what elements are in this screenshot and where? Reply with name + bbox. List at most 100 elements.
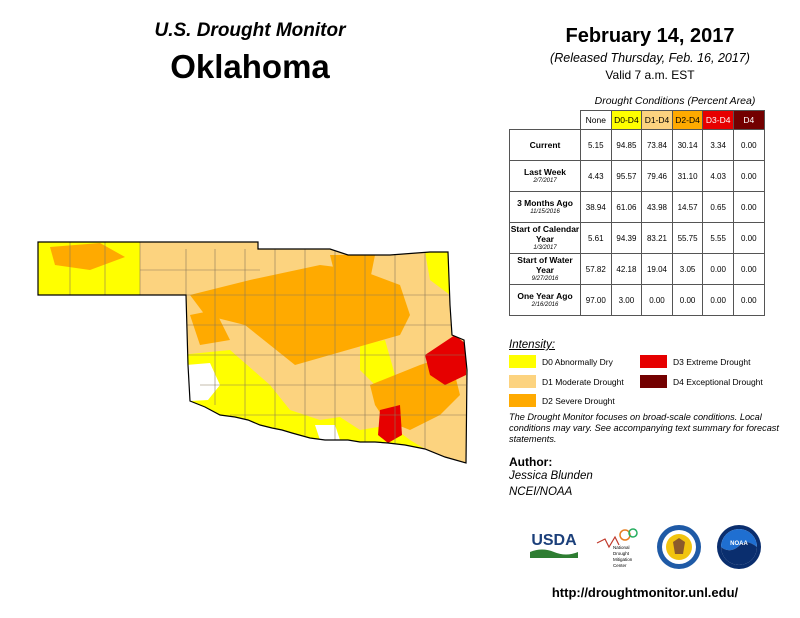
table-cell: 61.06 [610,191,643,223]
release-date: (Released Thursday, Feb. 16, 2017) [550,51,750,65]
table-cell: 79.46 [641,160,673,192]
website-link[interactable]: http://droughtmonitor.unl.edu/ [551,585,739,600]
table-cell: 3.34 [702,129,734,161]
author-label: Author: [509,455,553,469]
legend-title: Intensity: [509,339,556,351]
legend-item-d2: D2 Severe Drought [509,394,615,407]
table-cell: 0.00 [732,253,765,285]
map-date: February 14, 2017 [565,25,735,47]
legend-swatch-d0 [509,355,536,368]
drought-areas [38,242,467,463]
state-outline [37,241,468,464]
legend-swatch-d2 [509,394,536,407]
table-cell: 5.61 [580,222,612,254]
ndmc-text-3: Mitigation [613,557,633,562]
table-cell: 42.18 [610,253,643,285]
table-cell: 14.57 [671,191,704,223]
table-cell: 4.03 [702,160,734,192]
table-cell: 43.98 [641,191,673,223]
table-caption: Drought Conditions (Percent Area) [594,95,756,107]
col-d0-d4: D0-D4 [610,110,643,130]
row-label-date: 11/15/2016 [530,209,560,215]
usda-logo: USDA [530,532,578,558]
table-cell: 94.85 [610,129,643,161]
table-cell: 19.04 [641,253,673,285]
ndmc-text-1: National [613,545,630,550]
author-name: Jessica Blunden [509,470,593,482]
table-row: 3 Months Ago 11/15/2016 38.94 61.06 43.98 14.… [509,191,765,223]
row-label-date: 9/27/2016 [531,276,559,282]
table-cell: 0.00 [702,284,734,316]
table-cell: 57.82 [580,253,612,285]
table-row: Last Week 2/7/2017 4.43 95.57 79.46 31.10 4.03… [509,160,765,192]
row-label-text: Start of Water Year [517,255,573,275]
col-d2-d4: D2-D4 [671,110,704,130]
row-label: Start of Calendar Year 1/3/2017 [509,222,581,254]
table-cell: 0.00 [732,284,765,316]
row-label: 3 Months Ago 11/15/2016 [509,191,581,223]
legend-item-d0: D0 Abnormally Dry [509,355,613,368]
legend-swatch-d4 [640,375,667,388]
row-label-text: One Year Ago [517,291,573,301]
commerce-seal-logo [657,525,701,569]
row-label: Start of Water Year 9/27/2016 [509,253,581,285]
table-cell: 95.57 [610,160,643,192]
legend-swatch-d3 [640,355,667,368]
valid-time: Valid 7 a.m. EST [605,68,695,82]
table-cell: 5.55 [702,222,734,254]
ndmc-text-2: Drought [613,551,630,556]
county-lines [69,242,466,449]
table-cell: 94.39 [610,222,643,254]
table-header-row: None D0-D4 D1-D4 D2-D4 D3-D4 D4 [509,110,765,130]
row-label-date: 2/7/2017 [533,178,557,184]
row-label-date: 2/16/2016 [531,302,559,308]
legend-label-d1: D1 Moderate Drought [542,376,624,387]
legend-label-d2: D2 Severe Drought [542,395,615,406]
noaa-logo-text: NOAA [730,541,748,547]
table-cell: 5.15 [580,129,612,161]
table-cell: 55.75 [671,222,704,254]
table-row: Start of Calendar Year 1/3/2017 5.61 94.39 8… [509,222,765,254]
disclaimer-text: The Drought Monitor focuses on broad-sca… [509,412,779,444]
table-cell: 73.84 [641,129,673,161]
noaa-logo: NOAA [717,525,761,569]
table-cell: 3.05 [671,253,704,285]
ndmc-text-4: Center [613,563,627,568]
row-label-text: 3 Months Ago [517,198,573,208]
table-row: Current 5.15 94.85 73.84 30.14 3.34 0.00 [509,129,765,161]
oklahoma-drought-map [37,241,468,464]
legend-swatch-d1 [509,375,536,388]
table-cell: 0.65 [702,191,734,223]
row-label: One Year Ago 2/16/2016 [509,284,581,316]
legend-item-d1: D1 Moderate Drought [509,375,624,388]
table-cell: 0.00 [732,129,765,161]
table-cell: 4.43 [580,160,612,192]
row-label: Current [509,129,581,161]
table-cell: 0.00 [641,284,673,316]
table-row: One Year Ago 2/16/2016 97.00 3.00 0.00 0.00 0.… [509,284,765,316]
table-row: Start of Water Year 9/27/2016 57.82 42.18 19… [509,253,765,285]
table-corner [509,110,581,130]
col-d4: D4 [732,110,765,130]
legend-label-d3: D3 Extreme Drought [673,356,751,367]
legend-label-d0: D0 Abnormally Dry [542,356,613,367]
state-title: Oklahoma [170,48,330,85]
table-cell: 0.00 [702,253,734,285]
col-d1-d4: D1-D4 [641,110,673,130]
row-label-text: Start of Calendar Year [510,224,580,244]
ndmc-logo: National Drought Mitigation Center [596,528,638,568]
row-label: Last Week 2/7/2017 [509,160,581,192]
drought-conditions-table: None D0-D4 D1-D4 D2-D4 D3-D4 D4 Current 5… [509,110,765,316]
agency-title: U.S. Drought Monitor [154,20,346,41]
table-cell: 97.00 [580,284,612,316]
table-cell: 30.14 [671,129,704,161]
row-label-date: 1/3/2017 [533,245,557,251]
row-label-text: Current [529,140,561,150]
table-cell: 0.00 [671,284,704,316]
legend-item-d3: D3 Extreme Drought [640,355,750,368]
col-none: None [580,110,612,130]
usda-logo-text: USDA [531,532,577,549]
col-d3-d4: D3-D4 [702,110,734,130]
legend-label-d4: D4 Exceptional Drought [673,376,763,387]
author-org: NCEI/NOAA [509,486,573,498]
